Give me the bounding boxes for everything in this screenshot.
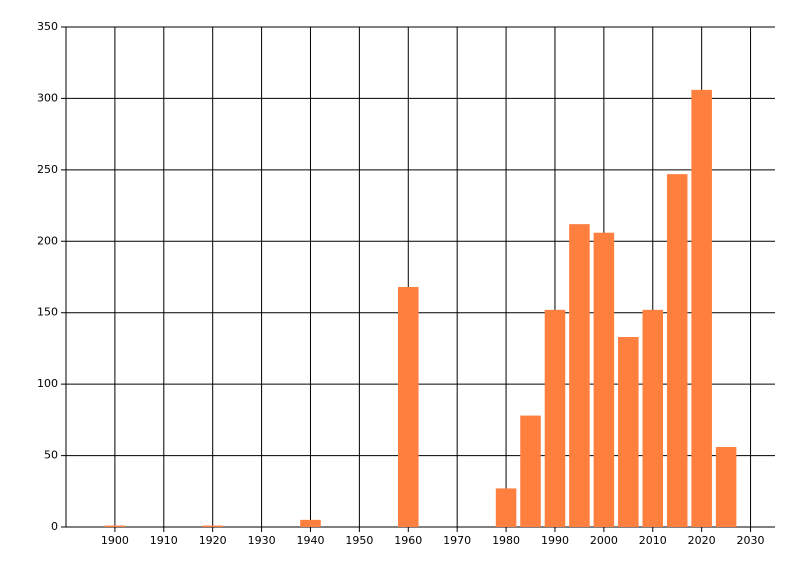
bar [520, 415, 541, 527]
bar [300, 519, 321, 527]
bar [544, 309, 566, 527]
y-tick-label: 350 [37, 20, 58, 33]
x-tick-label: 1900 [101, 534, 129, 547]
y-tick-label: 50 [44, 449, 58, 462]
bar [715, 447, 737, 527]
y-tick-label: 100 [37, 377, 58, 390]
bar [104, 525, 126, 527]
x-tick-label: 1930 [248, 534, 276, 547]
y-tick-label: 250 [37, 163, 58, 176]
bar [569, 224, 590, 527]
bar [642, 309, 664, 527]
bar [691, 89, 712, 527]
bar [666, 174, 688, 527]
x-tick-label: 1950 [345, 534, 373, 547]
x-tick-label: 1980 [492, 534, 520, 547]
bar [398, 287, 419, 527]
x-tick-label: 1920 [199, 534, 227, 547]
x-tick-label: 2020 [688, 534, 716, 547]
y-tick-label: 200 [37, 234, 58, 247]
x-tick-label: 2010 [639, 534, 667, 547]
x-tick-label: 1960 [394, 534, 422, 547]
x-tick-label: 1910 [150, 534, 178, 547]
bar [202, 525, 223, 527]
y-tick-label: 150 [37, 306, 58, 319]
y-tick-label: 0 [51, 520, 58, 533]
y-tick-label: 300 [37, 91, 58, 104]
x-tick-label: 2030 [737, 534, 765, 547]
bar [593, 232, 615, 527]
bar [495, 488, 517, 527]
x-tick-label: 1940 [296, 534, 324, 547]
x-tick-label: 1970 [443, 534, 471, 547]
bar [618, 337, 639, 527]
x-tick-label: 2000 [590, 534, 618, 547]
x-tick-label: 1990 [541, 534, 569, 547]
